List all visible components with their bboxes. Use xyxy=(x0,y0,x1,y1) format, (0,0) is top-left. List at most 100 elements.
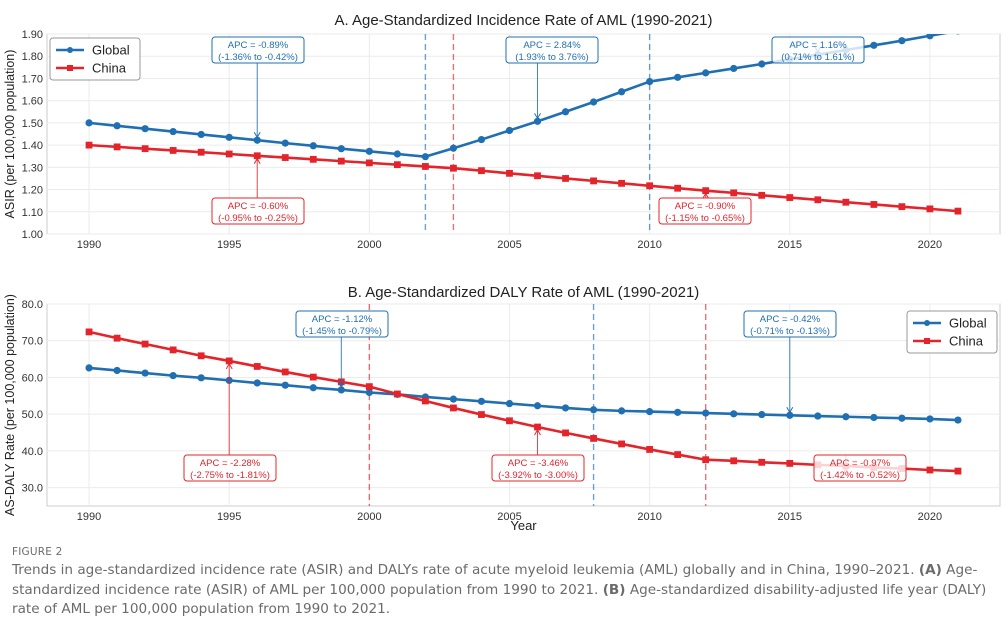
data-point-global xyxy=(926,415,934,423)
data-point-china xyxy=(393,161,401,169)
data-point-china xyxy=(954,207,962,215)
apc-ci: (-3.92% to -3.00%) xyxy=(498,470,578,481)
data-point-china xyxy=(814,196,822,204)
data-point-global xyxy=(674,73,682,81)
apc-value: APC = -0.89% xyxy=(228,40,289,51)
data-point-china xyxy=(926,205,934,213)
x-tick-label: 2000 xyxy=(357,511,381,523)
data-point-china xyxy=(786,194,794,201)
y-tick-label: 1.20 xyxy=(22,185,43,197)
data-point-china xyxy=(870,201,878,208)
data-point-china xyxy=(674,451,682,458)
data-point-global xyxy=(870,41,878,49)
arrow-head-icon xyxy=(225,362,233,370)
apc-annotation-global: APC = -0.42%(-0.71% to -0.13%) xyxy=(743,310,837,414)
x-axis-label: Year xyxy=(510,518,537,533)
apc-annotation-china: APC = -0.60%(-0.95% to -0.25%) xyxy=(211,157,305,225)
annotation-box xyxy=(295,310,389,338)
data-point-china xyxy=(141,340,149,348)
apc-ci: (-1.42% to -0.52%) xyxy=(820,470,900,481)
apc-ci: (-0.71% to -0.13%) xyxy=(750,326,830,337)
data-point-china xyxy=(646,182,654,190)
data-point-china xyxy=(618,179,626,187)
data-point-global xyxy=(365,147,373,155)
data-point-global xyxy=(477,135,486,144)
data-point-global xyxy=(786,411,794,419)
data-point-global xyxy=(169,372,177,380)
data-point-global xyxy=(505,126,514,135)
data-point-china xyxy=(141,145,149,153)
data-point-china xyxy=(478,411,485,418)
data-point-global xyxy=(113,122,121,130)
legend: Global China xyxy=(906,310,998,354)
data-point-global xyxy=(281,139,289,147)
y-axis-label: AS-DALY Rate (per 100,000 population) xyxy=(3,294,17,516)
data-point-global xyxy=(449,144,458,152)
caption-label-a: (A) xyxy=(918,562,942,578)
apc-value: APC = -1.12% xyxy=(312,314,373,325)
figure-charts: 1990 1995 2000 2005 2010 2015 2020 1.00 1.10 1.20… xyxy=(3,12,1001,533)
data-point-global xyxy=(141,369,149,377)
legend-label: Global xyxy=(949,316,987,331)
data-point-global xyxy=(674,408,682,416)
data-point-global xyxy=(618,407,626,415)
legend-label: China xyxy=(949,334,984,349)
data-point-global xyxy=(702,409,710,417)
data-point-china xyxy=(478,167,485,175)
apc-value: APC = -0.90% xyxy=(675,201,736,212)
caption-part-2: Age-standardized incidence rate (ASIR) o… xyxy=(12,562,978,598)
data-point-china xyxy=(618,440,626,448)
data-point-china xyxy=(590,177,597,185)
y-tick-label: 1.40 xyxy=(22,140,43,152)
data-point-global xyxy=(365,388,373,397)
arrow-head-icon xyxy=(253,157,261,165)
apc-ci: (-1.45% to -0.79%) xyxy=(302,326,382,337)
data-point-global xyxy=(954,416,962,424)
apc-value: APC = -0.42% xyxy=(760,314,821,325)
data-point-global xyxy=(253,136,261,144)
data-point-china xyxy=(393,390,401,398)
data-point-global xyxy=(197,374,205,382)
data-point-china xyxy=(506,169,513,177)
data-point-china xyxy=(169,346,177,354)
arrow-head-icon xyxy=(337,381,345,388)
y-tick-label: 30.0 xyxy=(22,483,43,495)
x-tick-label: 2020 xyxy=(918,511,942,523)
apc-value: APC = 2.84% xyxy=(523,40,581,51)
data-point-china xyxy=(253,152,261,160)
data-point-china xyxy=(898,203,906,211)
data-point-china xyxy=(365,383,373,391)
data-point-global xyxy=(253,379,261,387)
data-point-china xyxy=(590,435,597,442)
legend-label: Global xyxy=(92,43,130,58)
chart-title: A. Age-Standardized Incidence Rate of AM… xyxy=(334,12,712,29)
data-point-global xyxy=(337,145,345,153)
data-point-china xyxy=(702,187,710,195)
data-point-global xyxy=(113,366,121,375)
y-tick-label: 60.0 xyxy=(22,372,43,384)
apc-annotation-china: APC = -2.28%(-2.75% to -1.81%) xyxy=(183,362,277,482)
annotation-box xyxy=(211,36,305,64)
data-point-china xyxy=(702,456,710,464)
data-point-global xyxy=(225,133,233,141)
data-point-global xyxy=(646,408,654,416)
apc-annotation-global: APC = -1.12%(-1.45% to -0.79%) xyxy=(295,310,389,388)
data-point-global xyxy=(898,414,906,422)
data-point-global xyxy=(898,37,906,45)
x-tick-label: 1990 xyxy=(77,511,101,523)
apc-annotation-china: APC = -3.46%(-3.92% to -3.00%) xyxy=(491,429,585,482)
data-point-global xyxy=(702,69,710,77)
data-point-china xyxy=(562,175,569,182)
data-point-global xyxy=(646,77,654,86)
caption-text: Trends in age-standardized incidence rat… xyxy=(12,561,1002,620)
data-point-china xyxy=(85,328,93,336)
data-point-china xyxy=(758,458,766,466)
apc-ci: (-2.75% to -1.81%) xyxy=(190,470,270,481)
data-point-china xyxy=(309,155,317,163)
apc-value: APC = -2.28% xyxy=(200,458,261,469)
panel-a-incidence-chart: 1990 1995 2000 2005 2010 2015 2020 1.00 1.10 1.20… xyxy=(3,12,1001,251)
x-tick-label: 2020 xyxy=(918,239,942,251)
annotation-box xyxy=(491,454,585,482)
data-point-china xyxy=(506,417,513,425)
data-point-global xyxy=(758,410,766,419)
